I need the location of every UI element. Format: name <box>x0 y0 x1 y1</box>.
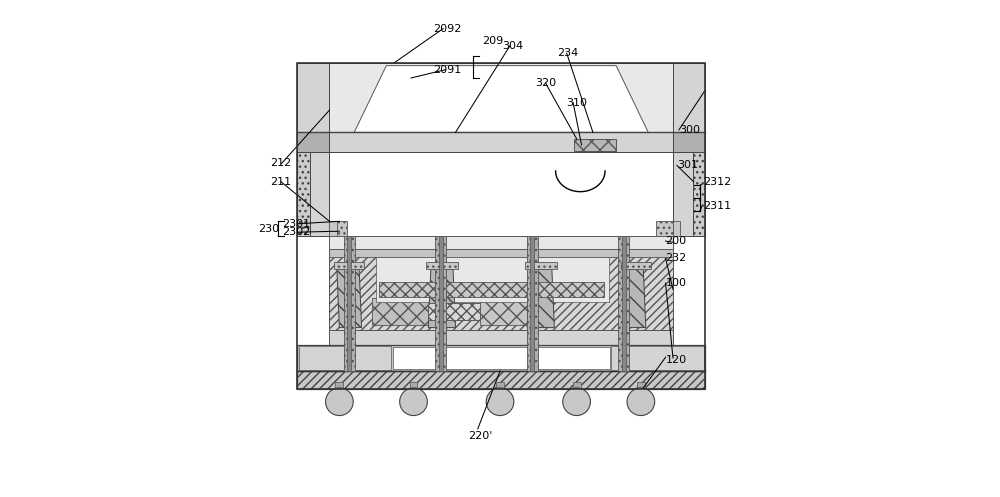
Bar <box>329 132 673 152</box>
Bar <box>329 221 347 236</box>
Text: 212: 212 <box>270 159 291 168</box>
Bar <box>297 371 705 389</box>
Circle shape <box>627 388 655 415</box>
Bar <box>496 382 504 392</box>
Bar <box>693 63 705 236</box>
Text: 232: 232 <box>666 253 687 263</box>
Bar <box>527 236 538 371</box>
Text: 2312: 2312 <box>704 177 732 187</box>
Bar <box>299 346 391 370</box>
Text: 2302: 2302 <box>283 227 311 237</box>
Bar <box>329 248 673 330</box>
Text: 301: 301 <box>677 161 698 170</box>
Text: 220': 220' <box>468 431 492 441</box>
Bar <box>344 236 355 371</box>
Bar <box>618 236 629 371</box>
Text: 2091: 2091 <box>433 65 462 75</box>
Polygon shape <box>428 269 456 328</box>
Bar <box>439 236 443 371</box>
Bar <box>428 303 480 320</box>
Bar <box>297 63 705 389</box>
Bar <box>525 262 557 269</box>
Bar <box>673 63 705 236</box>
Bar <box>435 236 446 371</box>
Bar <box>673 221 680 236</box>
Bar <box>393 347 610 369</box>
Text: 2311: 2311 <box>704 201 732 212</box>
Polygon shape <box>527 269 554 328</box>
Bar <box>329 248 673 257</box>
Bar <box>334 262 364 269</box>
Bar <box>573 382 581 392</box>
Text: 200: 200 <box>666 236 687 246</box>
Bar <box>379 282 604 297</box>
Bar <box>297 63 705 152</box>
Bar <box>297 345 705 371</box>
Bar <box>297 132 705 152</box>
Text: 300: 300 <box>679 125 700 135</box>
Text: 120: 120 <box>666 355 687 365</box>
Bar <box>410 382 417 392</box>
Text: 320: 320 <box>536 78 557 88</box>
Text: 211: 211 <box>270 177 291 187</box>
Circle shape <box>326 388 353 415</box>
Bar <box>611 346 704 370</box>
Bar <box>329 248 673 330</box>
Bar <box>329 63 673 152</box>
Bar <box>329 221 337 236</box>
Bar <box>347 236 351 371</box>
Polygon shape <box>337 269 362 328</box>
Bar <box>622 236 626 371</box>
Bar <box>637 382 645 392</box>
Bar <box>329 236 673 248</box>
Text: 2301: 2301 <box>283 219 311 229</box>
Text: 310: 310 <box>566 98 587 108</box>
Polygon shape <box>621 269 646 328</box>
Bar <box>376 251 609 302</box>
Bar <box>574 139 616 151</box>
Text: 234: 234 <box>557 48 578 58</box>
Text: 230: 230 <box>258 224 279 234</box>
Text: 209: 209 <box>482 36 503 46</box>
Polygon shape <box>354 66 648 132</box>
Circle shape <box>486 388 514 415</box>
Bar <box>621 262 651 269</box>
Bar <box>335 382 343 392</box>
Bar <box>297 63 329 236</box>
Bar <box>428 303 480 320</box>
Text: 100: 100 <box>666 278 687 288</box>
Bar <box>329 330 673 345</box>
Bar <box>656 221 673 236</box>
Bar <box>426 262 458 269</box>
Bar <box>297 63 310 236</box>
Text: 304: 304 <box>502 41 524 51</box>
Text: 2092: 2092 <box>433 23 462 34</box>
Circle shape <box>400 388 427 415</box>
Bar <box>530 236 534 371</box>
Circle shape <box>563 388 590 415</box>
Bar <box>480 298 540 325</box>
Bar <box>372 298 428 325</box>
